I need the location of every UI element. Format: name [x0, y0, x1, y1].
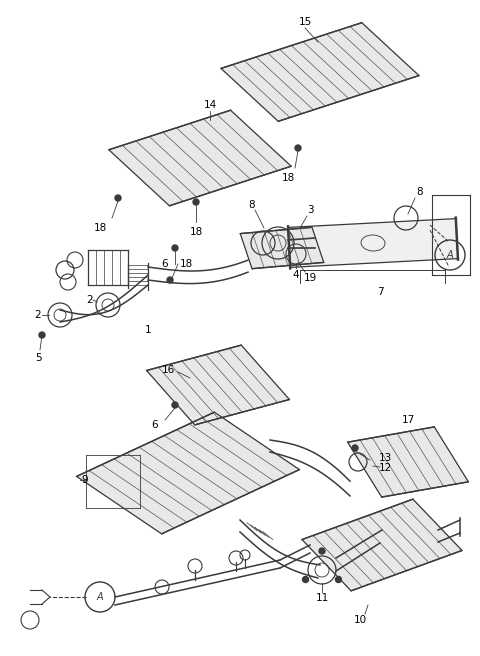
Text: 8: 8 [417, 187, 423, 197]
Text: 13: 13 [378, 453, 392, 463]
Text: 2: 2 [35, 310, 41, 320]
Circle shape [172, 245, 178, 251]
Polygon shape [146, 345, 289, 425]
Circle shape [167, 277, 173, 283]
Text: 5: 5 [35, 353, 41, 363]
Circle shape [319, 548, 325, 554]
Polygon shape [240, 228, 324, 269]
Polygon shape [348, 427, 468, 497]
Polygon shape [109, 110, 291, 206]
Circle shape [115, 195, 121, 201]
Text: 16: 16 [161, 365, 175, 375]
Text: A: A [447, 250, 453, 260]
Text: 8: 8 [249, 200, 255, 210]
Text: 9: 9 [82, 475, 88, 485]
Text: 7: 7 [377, 287, 384, 297]
Polygon shape [221, 23, 419, 121]
Text: 3: 3 [307, 205, 313, 215]
Text: 17: 17 [401, 415, 415, 425]
Text: 4: 4 [293, 270, 300, 280]
Circle shape [336, 577, 341, 583]
Circle shape [302, 577, 309, 583]
Text: 18: 18 [281, 173, 295, 183]
Circle shape [295, 145, 301, 151]
Polygon shape [302, 499, 462, 591]
Polygon shape [288, 218, 458, 268]
Circle shape [172, 402, 178, 408]
Text: 11: 11 [315, 593, 329, 603]
Text: 12: 12 [378, 463, 392, 473]
Text: 10: 10 [353, 615, 367, 625]
Text: 15: 15 [299, 17, 312, 27]
Text: 18: 18 [180, 259, 192, 269]
Circle shape [39, 332, 45, 338]
Polygon shape [77, 412, 300, 534]
Circle shape [352, 445, 358, 451]
Text: 6: 6 [152, 420, 158, 430]
Text: 14: 14 [204, 100, 216, 110]
Circle shape [193, 199, 199, 205]
Text: 1: 1 [144, 325, 151, 335]
Text: 19: 19 [303, 273, 317, 283]
Text: 6: 6 [162, 259, 168, 269]
Text: 18: 18 [94, 223, 107, 233]
Text: 18: 18 [190, 227, 203, 237]
Text: 2: 2 [87, 295, 93, 305]
Text: A: A [96, 592, 103, 602]
